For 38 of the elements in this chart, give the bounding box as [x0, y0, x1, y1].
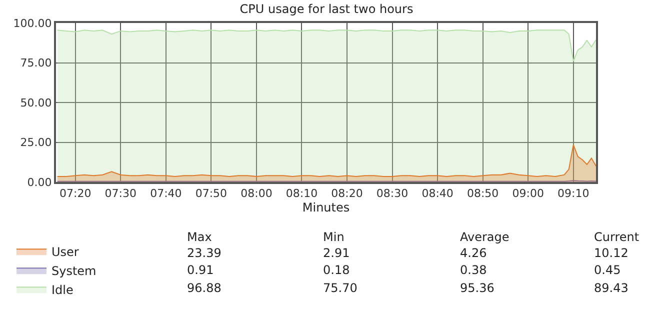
text: 89.43	[594, 281, 628, 295]
x-tick-label: 07:30	[104, 187, 136, 200]
y-tick-label: 75.00	[20, 56, 52, 70]
text: Min	[323, 230, 344, 244]
x-tick-label: 08:20	[331, 187, 363, 200]
text: 4.26	[460, 246, 487, 260]
text: Current	[594, 230, 640, 244]
y-tick-label: 100.00	[13, 16, 52, 30]
y-tick-label: 50.00	[20, 96, 52, 110]
text: 95.36	[460, 281, 494, 295]
x-tick-label: 09:10	[558, 187, 590, 200]
x-tick-label: 08:50	[466, 187, 499, 200]
text: 0.38	[460, 263, 487, 277]
text: 75.70	[323, 281, 358, 295]
x-tick-label: 08:30	[376, 187, 408, 200]
x-tick-label: 07:20	[60, 187, 92, 200]
text: Max	[187, 230, 212, 244]
y-tick-label: 0.00	[27, 176, 52, 189]
y-tick-label: 25.00	[20, 136, 52, 150]
text: 0.91	[187, 263, 214, 277]
x-tick-label: 08:00	[240, 187, 272, 200]
legend-label: System	[51, 264, 96, 278]
x-tick-label: 07:40	[150, 187, 182, 200]
text: 96.88	[187, 281, 222, 295]
x-axis-title: Minutes	[302, 200, 350, 215]
text: Average	[460, 230, 510, 244]
text: 10.12	[594, 246, 628, 260]
text: 2.91	[323, 246, 350, 260]
text: 0.45	[594, 263, 621, 277]
x-tick-label: 08:10	[286, 187, 318, 200]
chart-title: CPU usage for last two hours	[240, 2, 414, 16]
text: 23.39	[187, 246, 222, 260]
x-tick-label: 07:50	[195, 187, 228, 200]
x-tick-label: 08:40	[422, 187, 454, 200]
legend-label: Idle	[51, 282, 74, 297]
legend-label: User	[51, 244, 79, 259]
x-tick-label: 09:00	[512, 187, 544, 200]
text: 0.18	[323, 263, 350, 277]
